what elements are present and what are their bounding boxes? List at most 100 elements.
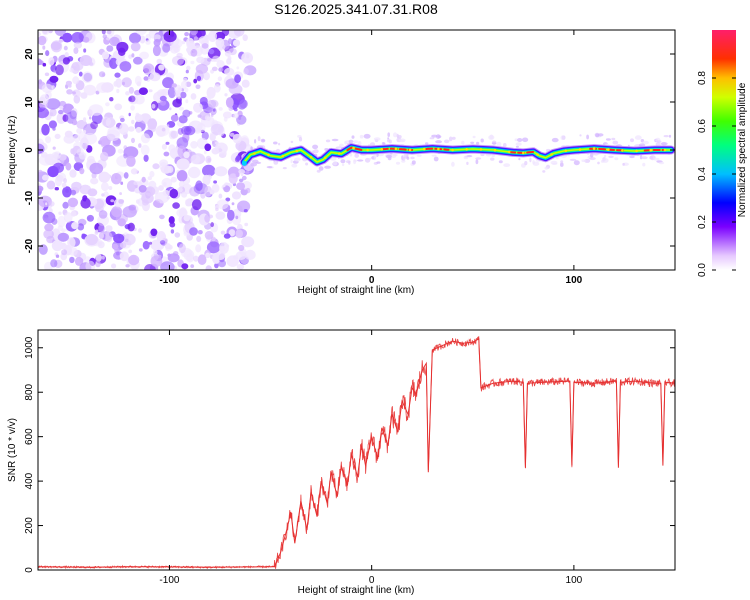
ridge-dot xyxy=(422,147,426,151)
ridge-halo xyxy=(560,162,564,167)
ridge-halo xyxy=(590,152,594,158)
ridge-halo xyxy=(496,141,502,147)
noise-blob xyxy=(206,174,212,180)
noise-blob xyxy=(106,129,120,141)
noise-blob xyxy=(218,46,223,52)
noise-blob xyxy=(38,185,44,192)
noise-blob xyxy=(114,103,123,111)
ridge-halo xyxy=(480,138,484,143)
noise-blob xyxy=(83,117,87,122)
noise-blob xyxy=(135,30,147,36)
noise-blob xyxy=(41,83,54,94)
noise-blob xyxy=(172,55,184,66)
noise-blob xyxy=(195,84,201,90)
noise-blob xyxy=(211,66,218,72)
ridge-halo xyxy=(522,137,529,143)
noise-blob xyxy=(141,192,154,204)
ridge-halo xyxy=(348,161,351,165)
noise-blob xyxy=(138,185,147,193)
noise-blob xyxy=(204,214,211,223)
noise-blob xyxy=(236,66,240,70)
noise-blob xyxy=(54,133,61,140)
noise-blob xyxy=(176,158,190,170)
noise-blob xyxy=(161,143,167,150)
noise-blob xyxy=(163,151,170,157)
noise-blob xyxy=(119,251,129,262)
noise-blob xyxy=(111,263,117,269)
ridge-dot xyxy=(352,146,355,150)
noise-blob xyxy=(38,143,45,155)
noise-blob xyxy=(222,111,232,119)
ridge-halo xyxy=(515,142,522,146)
noise-blob xyxy=(105,102,110,107)
ridge-dot xyxy=(635,149,638,153)
noise-blob xyxy=(68,247,78,256)
noise-blob xyxy=(116,251,120,256)
noise-blob xyxy=(85,260,96,270)
noise-blob xyxy=(218,259,226,268)
noise-blob xyxy=(159,240,166,245)
ridge-halo xyxy=(608,155,614,158)
noise-blob xyxy=(162,77,174,89)
noise-blob xyxy=(55,254,60,258)
ridge-halo xyxy=(331,138,339,142)
noise-blob xyxy=(147,118,158,130)
noise-blob xyxy=(204,230,214,240)
noise-blob xyxy=(97,214,109,226)
noise-blob xyxy=(195,180,203,191)
ridge-halo xyxy=(425,142,429,145)
ridge-dot xyxy=(394,147,398,151)
snr-ytick-label: 0 xyxy=(24,567,35,573)
noise-blob xyxy=(63,45,68,51)
ridge-halo xyxy=(312,144,319,150)
noise-blob xyxy=(239,99,248,109)
ridge-halo xyxy=(433,156,439,162)
noise-blob xyxy=(58,109,64,115)
noise-blob xyxy=(193,255,199,262)
ridge-halo xyxy=(491,142,497,145)
noise-blob xyxy=(238,244,245,252)
ridge-halo xyxy=(660,142,668,146)
ridge-halo xyxy=(586,134,589,140)
noise-blob xyxy=(119,242,127,249)
noise-blob xyxy=(223,185,231,193)
ridge-halo xyxy=(393,132,398,138)
colorbar-tick-label: 0.8 xyxy=(697,71,708,85)
noise-blob xyxy=(237,200,251,213)
noise-blob xyxy=(38,195,52,208)
noise-blob xyxy=(101,51,110,60)
spectrogram-ytick-label: 0 xyxy=(24,147,35,153)
noise-blob xyxy=(89,162,104,175)
noise-blob xyxy=(183,214,191,222)
ridge-halo xyxy=(475,159,479,165)
ridge-halo xyxy=(373,157,376,161)
ridge-halo xyxy=(518,157,521,161)
noise-blob xyxy=(122,81,125,86)
ridge-dot xyxy=(663,148,667,152)
spectrogram-ridge xyxy=(239,132,675,174)
noise-blob xyxy=(214,263,219,269)
ridge-halo xyxy=(250,162,257,167)
noise-blob xyxy=(193,102,203,113)
ridge-halo xyxy=(395,161,401,165)
noise-blob xyxy=(167,86,176,99)
ridge-halo xyxy=(290,140,294,144)
noise-blob xyxy=(168,216,175,224)
ridge-halo xyxy=(649,156,654,160)
noise-blob xyxy=(83,130,87,134)
noise-blob xyxy=(215,37,225,48)
ridge-halo xyxy=(602,158,609,163)
noise-blob xyxy=(178,180,185,188)
ridge-halo xyxy=(316,169,321,173)
ridge-halo xyxy=(488,135,495,140)
ridge-halo xyxy=(503,163,511,168)
noise-blob xyxy=(243,209,248,213)
noise-blob xyxy=(42,211,56,224)
ridge-dot xyxy=(380,148,384,151)
noise-blob xyxy=(136,199,140,204)
noise-blob xyxy=(145,39,151,45)
noise-blob xyxy=(228,173,238,185)
colorbar-gradient xyxy=(712,30,736,270)
ridge-halo xyxy=(529,157,532,163)
